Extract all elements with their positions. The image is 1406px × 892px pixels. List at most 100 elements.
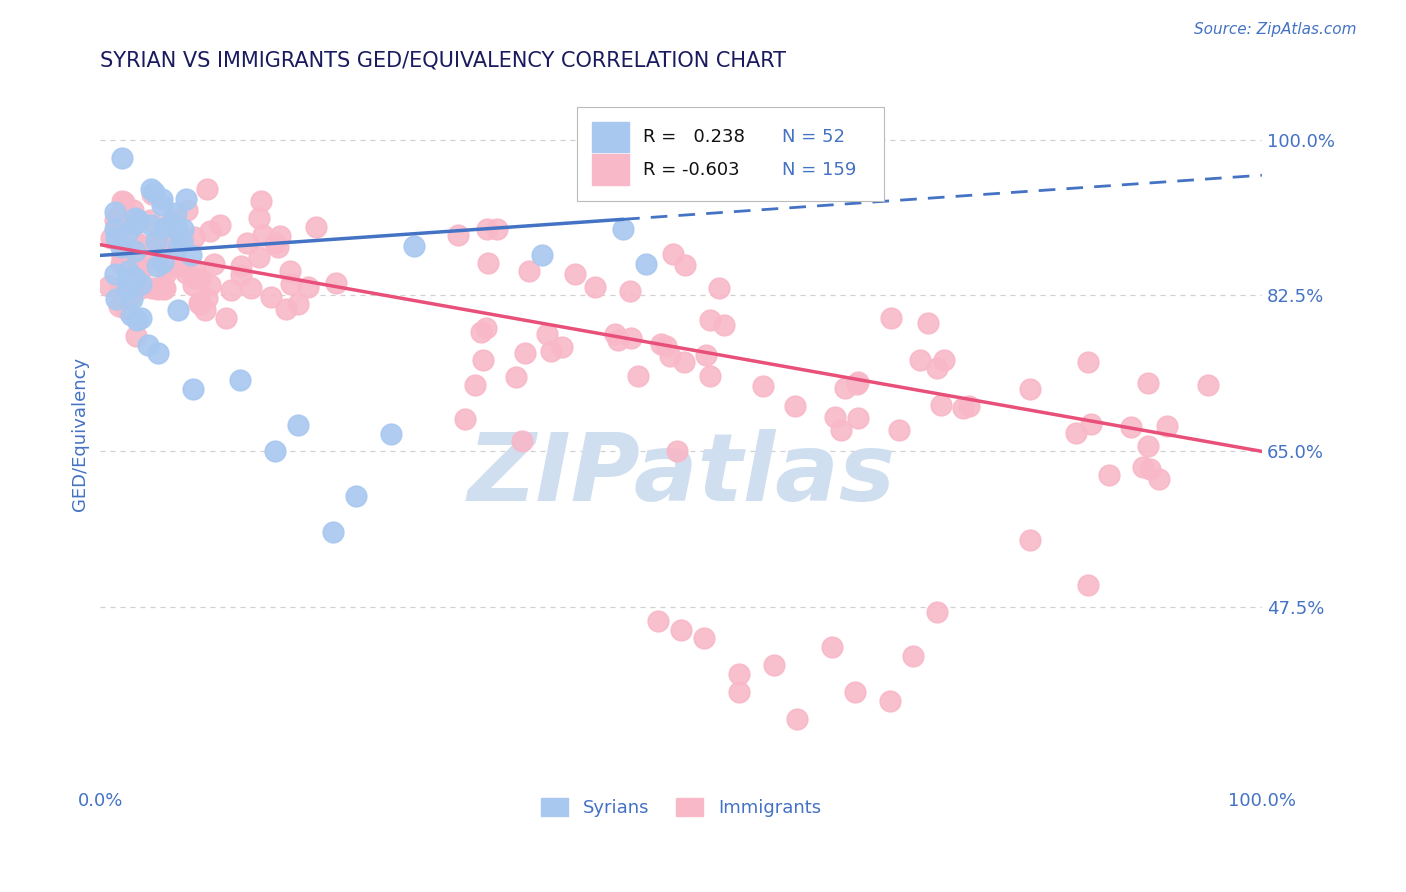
Point bbox=[344, 489, 367, 503]
Point bbox=[155, 260, 177, 275]
Point bbox=[152, 255, 174, 269]
Point bbox=[846, 375, 869, 389]
Point bbox=[108, 281, 131, 295]
Point bbox=[447, 227, 470, 242]
Point bbox=[129, 277, 152, 291]
Point bbox=[626, 369, 648, 384]
Point bbox=[110, 257, 132, 271]
Point bbox=[174, 192, 197, 206]
Point bbox=[112, 222, 135, 236]
Point bbox=[247, 211, 270, 226]
Text: N = 52: N = 52 bbox=[782, 128, 845, 146]
Point bbox=[170, 259, 193, 273]
Point bbox=[173, 229, 195, 244]
Point bbox=[325, 277, 347, 291]
Point bbox=[141, 187, 163, 202]
Point bbox=[540, 343, 562, 358]
Point bbox=[118, 211, 141, 226]
Text: R =   0.238: R = 0.238 bbox=[643, 128, 745, 146]
Point bbox=[1121, 419, 1143, 434]
Point bbox=[662, 247, 685, 261]
Point bbox=[1136, 376, 1159, 390]
Point bbox=[917, 316, 939, 330]
Point bbox=[183, 267, 205, 281]
Point bbox=[111, 151, 134, 165]
Point bbox=[536, 327, 558, 342]
Text: R = -0.603: R = -0.603 bbox=[643, 161, 740, 178]
Point bbox=[669, 623, 692, 637]
Point bbox=[172, 221, 194, 235]
Point bbox=[659, 349, 682, 363]
Point bbox=[612, 221, 634, 235]
Point bbox=[471, 352, 494, 367]
Point bbox=[155, 241, 177, 255]
Point bbox=[124, 329, 146, 343]
Point bbox=[252, 227, 274, 242]
Point bbox=[117, 225, 139, 239]
Point bbox=[148, 346, 170, 360]
Point bbox=[120, 289, 142, 303]
Point bbox=[115, 271, 138, 285]
Point bbox=[139, 219, 162, 233]
Point bbox=[229, 373, 252, 387]
Point bbox=[263, 444, 285, 458]
Point bbox=[125, 313, 148, 327]
Point bbox=[107, 209, 129, 223]
Point bbox=[269, 228, 291, 243]
Point bbox=[728, 685, 751, 699]
Point bbox=[219, 283, 242, 297]
Text: N = 159: N = 159 bbox=[782, 161, 856, 178]
Point bbox=[278, 264, 301, 278]
Point bbox=[305, 220, 328, 235]
Point bbox=[752, 378, 775, 392]
Point bbox=[530, 248, 553, 262]
Point bbox=[121, 308, 143, 322]
Point bbox=[111, 209, 134, 223]
Point bbox=[155, 266, 177, 280]
Point bbox=[606, 334, 628, 348]
Point bbox=[136, 338, 159, 352]
Point bbox=[264, 236, 287, 251]
Point bbox=[619, 285, 641, 299]
Point bbox=[172, 235, 194, 249]
Point bbox=[1080, 417, 1102, 431]
Point bbox=[100, 231, 122, 245]
Point bbox=[666, 444, 689, 458]
Point bbox=[1137, 439, 1160, 453]
Point bbox=[98, 279, 121, 293]
Point bbox=[163, 258, 186, 272]
Point bbox=[297, 279, 319, 293]
Point bbox=[564, 268, 586, 282]
Point bbox=[129, 237, 152, 252]
Point bbox=[104, 213, 127, 227]
Point bbox=[821, 640, 844, 655]
Point bbox=[110, 250, 132, 264]
Point bbox=[925, 361, 948, 376]
Point bbox=[132, 260, 155, 275]
Point bbox=[115, 282, 138, 296]
Point bbox=[142, 185, 165, 199]
Point bbox=[846, 376, 869, 391]
Point bbox=[880, 310, 903, 325]
Point bbox=[152, 282, 174, 296]
FancyBboxPatch shape bbox=[592, 121, 628, 153]
Point bbox=[124, 255, 146, 269]
Point bbox=[188, 297, 211, 311]
Point bbox=[104, 221, 127, 235]
Point bbox=[122, 202, 145, 217]
Text: SYRIAN VS IMMIGRANTS GED/EQUIVALENCY CORRELATION CHART: SYRIAN VS IMMIGRANTS GED/EQUIVALENCY COR… bbox=[100, 51, 786, 70]
Point bbox=[139, 182, 162, 196]
Point bbox=[932, 353, 955, 368]
Point bbox=[505, 370, 527, 384]
Point bbox=[266, 240, 288, 254]
Point bbox=[127, 213, 149, 227]
Point bbox=[636, 257, 658, 271]
Point bbox=[108, 299, 131, 313]
Point bbox=[650, 336, 672, 351]
Point bbox=[124, 270, 146, 285]
Point bbox=[929, 398, 952, 412]
Point bbox=[475, 321, 498, 335]
Point bbox=[699, 313, 721, 327]
Point bbox=[1197, 377, 1219, 392]
Point bbox=[129, 310, 152, 325]
